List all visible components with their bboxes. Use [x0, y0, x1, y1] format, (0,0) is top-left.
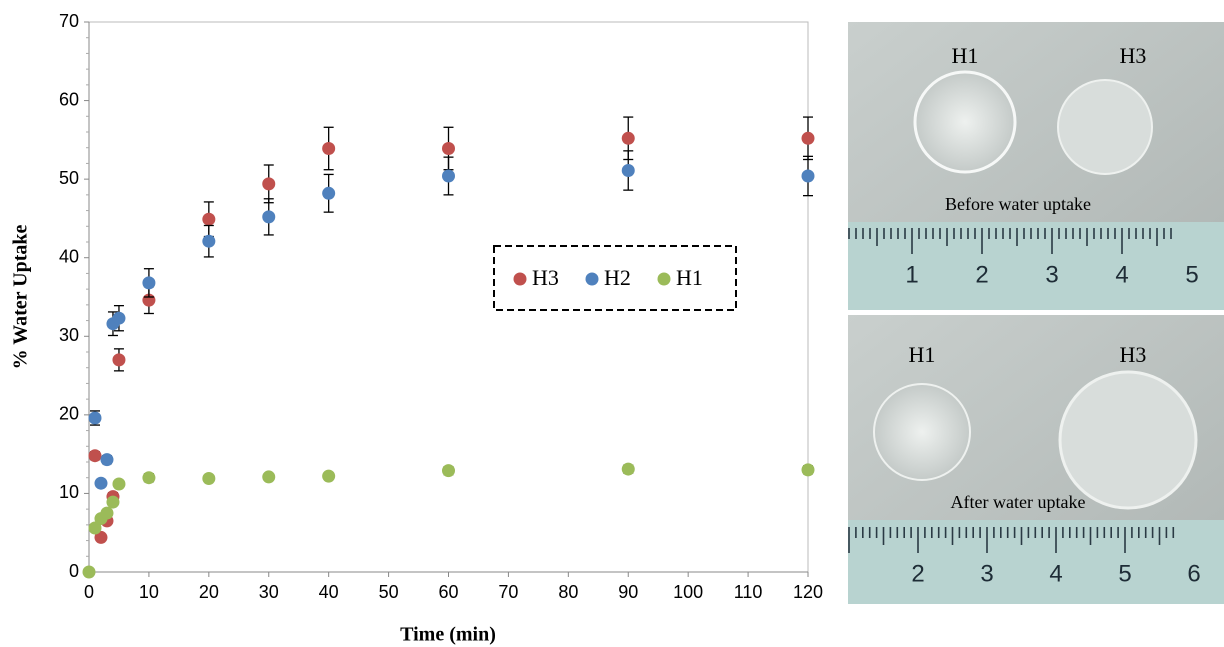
point	[112, 353, 126, 367]
ruler-number: 4	[1115, 261, 1128, 288]
x-tick-label: 0	[84, 582, 94, 602]
point	[94, 476, 108, 490]
legend-box	[493, 245, 737, 311]
point	[262, 210, 276, 224]
point	[82, 565, 96, 579]
point	[621, 164, 635, 177]
point	[322, 186, 336, 200]
photo-before: H1 H3 Before water uptake 1 2 3 4 5	[848, 22, 1224, 310]
x-tick-label: 70	[498, 582, 518, 602]
y-tick-label: 50	[59, 168, 79, 188]
point	[112, 311, 126, 325]
legend-marker	[513, 272, 527, 286]
y-tick-label: 20	[59, 404, 79, 424]
ruler-number: 5	[1185, 261, 1198, 288]
ruler-number: 3	[980, 560, 993, 587]
ruler-number: 4	[1049, 560, 1062, 587]
x-tick-label: 60	[438, 582, 458, 602]
x-tick-label: 30	[259, 582, 279, 602]
point	[442, 169, 455, 183]
photo-label: H1	[952, 43, 979, 68]
x-tick-label: 80	[558, 582, 578, 602]
legend-marker	[657, 272, 671, 286]
x-tick-label: 100	[673, 582, 703, 602]
photo-label: H1	[909, 342, 936, 367]
photos: H1 H3 Before water uptake 1 2 3 4 5 H1 H3 Af…	[848, 22, 1224, 604]
ruler-number: 5	[1118, 560, 1131, 587]
point	[262, 177, 276, 191]
x-tick-label: 50	[379, 582, 399, 602]
y-tick-label: 30	[59, 325, 79, 345]
ruler-number: 2	[975, 261, 988, 288]
x-tick-label: 120	[793, 582, 823, 602]
x-tick-label: 90	[618, 582, 638, 602]
point	[88, 411, 102, 425]
point	[262, 470, 276, 484]
y-tick-label: 60	[59, 89, 79, 109]
ruler-number: 6	[1187, 560, 1200, 587]
point	[112, 477, 126, 491]
x-tick-label: 110	[734, 582, 763, 602]
y-tick-label: 0	[69, 561, 79, 581]
point	[322, 469, 336, 483]
x-tick-label: 10	[139, 582, 159, 602]
photo-after: H1 H3 After water uptake 2 3 4 5 6	[848, 315, 1224, 604]
point	[202, 472, 216, 485]
point	[621, 462, 635, 476]
legend-label: H2	[604, 265, 631, 290]
point	[142, 471, 156, 485]
point	[88, 449, 102, 463]
point	[801, 169, 815, 183]
point	[801, 463, 815, 477]
point	[202, 212, 216, 226]
point	[801, 131, 815, 145]
point	[100, 506, 114, 520]
point	[100, 453, 114, 467]
y-axis-title: % Water Uptake	[10, 224, 32, 369]
point	[621, 131, 635, 145]
x-axis-title: Time (min)	[400, 624, 496, 646]
ruler-number: 3	[1045, 261, 1058, 288]
photo-caption: After water uptake	[951, 492, 1086, 512]
point	[106, 495, 120, 509]
ruler-number: 1	[905, 261, 918, 288]
x-tick-label: 20	[199, 582, 219, 602]
photo-label: H3	[1120, 342, 1147, 367]
point	[202, 234, 216, 248]
y-tick-label: 10	[59, 482, 79, 502]
point	[442, 142, 455, 155]
photo-label: H3	[1120, 43, 1147, 68]
point	[142, 276, 156, 290]
point	[88, 521, 102, 535]
chart: Time (min) % Water Uptake 0 10 20 30 40 50 60 7…	[10, 11, 823, 646]
x-tick-label: 40	[319, 582, 339, 602]
legend-label: H1	[676, 265, 703, 290]
legend-marker	[585, 272, 599, 286]
y-tick-label: 40	[59, 246, 79, 266]
photo-caption: Before water uptake	[945, 194, 1091, 214]
point	[322, 142, 336, 155]
y-tick-label: 70	[59, 11, 79, 31]
point	[442, 464, 455, 478]
point	[94, 530, 108, 544]
ruler-number: 2	[911, 560, 924, 587]
legend-label: H3	[532, 265, 559, 290]
